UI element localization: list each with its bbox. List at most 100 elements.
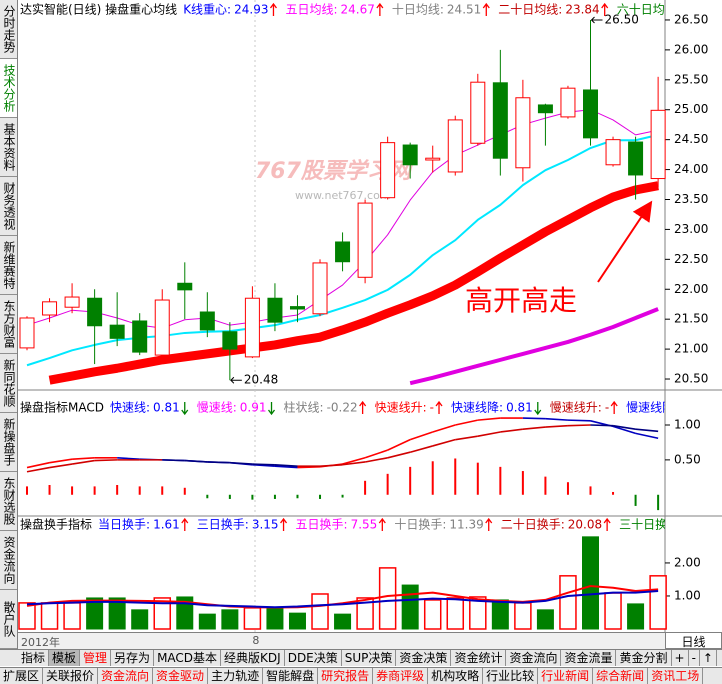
legend-name: 快速线: bbox=[110, 401, 150, 415]
turnover-bar bbox=[63, 602, 81, 630]
macd-line bbox=[184, 459, 208, 463]
macd-line bbox=[252, 463, 275, 466]
macd-line bbox=[387, 438, 411, 451]
y-tick-label: 24.00 bbox=[674, 162, 708, 176]
legend-value: 1.61 bbox=[153, 518, 180, 532]
toolbar-button[interactable]: 模板 bbox=[49, 650, 81, 666]
sidebar-tab[interactable]: 分时走势 bbox=[0, 0, 17, 59]
histogram-bar bbox=[251, 494, 254, 500]
candle-body bbox=[244, 297, 260, 358]
y-tick-label: 21.00 bbox=[674, 342, 708, 356]
ma-line bbox=[409, 307, 659, 386]
legend-value: - bbox=[605, 401, 609, 415]
tab[interactable]: 扩展区 bbox=[0, 668, 44, 684]
histogram-bar bbox=[206, 494, 209, 499]
tab[interactable]: 研究报告 bbox=[318, 668, 374, 684]
toolbar-button[interactable]: - bbox=[689, 650, 700, 666]
tab[interactable]: 券商评级 bbox=[373, 668, 429, 684]
histogram-bar bbox=[319, 494, 322, 499]
macd-line bbox=[477, 417, 501, 421]
toolbar-button[interactable]: DDE决策 bbox=[285, 650, 342, 666]
legend-value: 11.39 bbox=[449, 518, 483, 532]
turnover-bar bbox=[491, 599, 509, 630]
toolbar-button[interactable]: 另存为 bbox=[111, 650, 155, 666]
sidebar-tab[interactable]: 财务透视 bbox=[0, 177, 17, 236]
toolbar-button[interactable]: 资金流向 bbox=[506, 650, 562, 666]
candle-body bbox=[177, 282, 193, 291]
legend-name: 三十日换 bbox=[619, 518, 667, 532]
turnover-bar bbox=[266, 607, 284, 630]
toolbar-button[interactable]: MACD基本 bbox=[154, 650, 222, 666]
legend-name: 十日均线: bbox=[392, 3, 444, 17]
candle-body bbox=[357, 202, 373, 278]
toolbar-button[interactable]: 资金流量 bbox=[561, 650, 617, 666]
sidebar-tab[interactable]: 东财选股 bbox=[0, 472, 17, 531]
tab[interactable]: 资讯工场 bbox=[648, 668, 704, 684]
macd-line bbox=[162, 459, 185, 462]
tab[interactable]: 智能解盘 bbox=[263, 668, 319, 684]
toolbar-button[interactable]: 指标 bbox=[18, 650, 50, 666]
candle-body bbox=[447, 119, 463, 173]
tab[interactable]: 资金流向 bbox=[98, 668, 154, 684]
legend-name: 当日换手: bbox=[98, 518, 150, 532]
sidebar-tab[interactable]: 资金流向 bbox=[0, 531, 17, 590]
candle-body bbox=[380, 142, 396, 199]
candle-body bbox=[492, 82, 508, 159]
tab[interactable]: 综合新闻 bbox=[593, 668, 649, 684]
tab[interactable]: 关联报价 bbox=[43, 668, 99, 684]
tab[interactable]: 行业比较 bbox=[483, 668, 539, 684]
macd-line bbox=[612, 424, 636, 430]
sidebar-tab[interactable]: 基本资料 bbox=[0, 118, 17, 177]
tab[interactable]: 资金驱动 bbox=[153, 668, 209, 684]
sidebar-tab[interactable]: 新维赛特 bbox=[0, 236, 17, 295]
toolbar: 指标 模板 管理 另存为 MACD基本 经典版KDJ DDE决策 SUP决策 资金决策 资金统计资… bbox=[0, 649, 722, 666]
histogram-bar bbox=[589, 486, 592, 495]
sidebar-tab[interactable]: 技术分析 bbox=[0, 59, 17, 118]
candle-body bbox=[289, 306, 305, 310]
toolbar-button[interactable]: SUP决策 bbox=[342, 650, 397, 666]
turnover-bar bbox=[536, 609, 554, 630]
toolbar-button[interactable]: 黄金分割 bbox=[616, 650, 672, 666]
toolbar-button[interactable]: 资金统计 bbox=[451, 650, 507, 666]
legend-value: 20.08 bbox=[568, 518, 602, 532]
candle-body bbox=[515, 97, 531, 169]
y-tick-label: 20.50 bbox=[674, 372, 708, 386]
macd-line bbox=[545, 417, 569, 421]
turnover-bar bbox=[221, 609, 239, 630]
y-tick-label: 22.50 bbox=[674, 252, 708, 266]
candle-body bbox=[312, 262, 328, 315]
histogram-bar bbox=[476, 462, 479, 495]
toolbar-button[interactable]: 资金决策 bbox=[396, 650, 452, 666]
macd-line bbox=[409, 445, 433, 453]
sidebar-tab[interactable]: 新操盘手 bbox=[0, 413, 17, 472]
macd-line bbox=[455, 435, 478, 441]
toolbar-button[interactable]: 经典版KDJ bbox=[221, 650, 285, 666]
macd-line bbox=[455, 419, 478, 426]
sidebar-tab[interactable]: 新同花顺 bbox=[0, 354, 17, 413]
turnover-bar bbox=[334, 613, 352, 630]
toolbar-button[interactable]: 管理 bbox=[80, 650, 112, 666]
tab[interactable]: 机构攻略 bbox=[428, 668, 484, 684]
trend-arrow bbox=[603, 517, 611, 531]
x-tick-label: 8 bbox=[252, 634, 260, 647]
trend-arrow bbox=[376, 2, 384, 16]
sidebar-tab[interactable]: 东方财富 bbox=[0, 295, 17, 354]
macd-line bbox=[49, 463, 73, 469]
tab[interactable]: 行业新闻 bbox=[538, 668, 594, 684]
ma-line bbox=[26, 109, 659, 329]
turnover-bar bbox=[604, 592, 622, 630]
toolbar-button[interactable]: ↑ bbox=[700, 650, 717, 666]
macd-line bbox=[612, 425, 636, 435]
y-tick-label: 25.00 bbox=[674, 102, 708, 116]
tab[interactable]: 主力轨迹 bbox=[208, 668, 264, 684]
turnover-bar bbox=[153, 597, 171, 630]
legend-name: 二十日换手: bbox=[501, 518, 565, 532]
histogram-bar bbox=[183, 487, 186, 495]
period-selector[interactable]: 日线 bbox=[665, 632, 722, 649]
candle-body bbox=[335, 241, 351, 263]
sidebar-tab[interactable]: 散户队 bbox=[0, 590, 17, 649]
toolbar-button[interactable]: + bbox=[672, 650, 689, 666]
histogram-bar bbox=[386, 473, 389, 495]
macd-line bbox=[477, 431, 501, 437]
